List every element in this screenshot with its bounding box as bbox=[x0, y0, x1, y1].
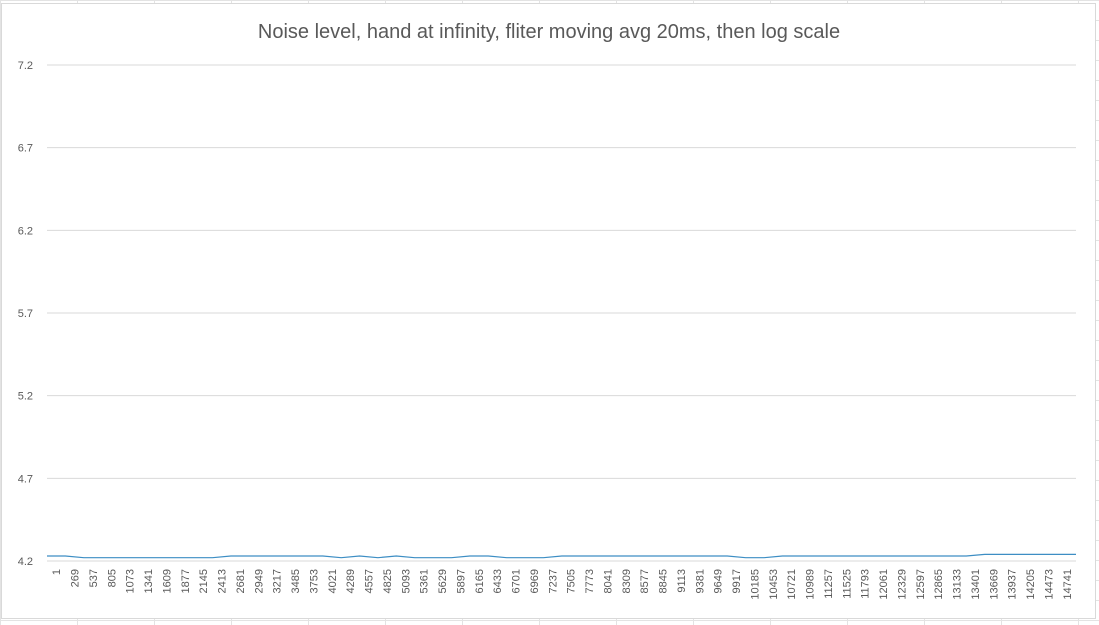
x-tick-label: 269 bbox=[70, 569, 82, 587]
series-line-0 bbox=[47, 553, 1076, 559]
x-tick-label: 10453 bbox=[768, 569, 780, 600]
x-tick-label: 11525 bbox=[841, 569, 853, 599]
x-tick-label: 6165 bbox=[474, 569, 486, 593]
x-tick-label: 12061 bbox=[878, 569, 890, 600]
x-tick-label: 14473 bbox=[1043, 569, 1055, 600]
x-tick-label: 6701 bbox=[511, 569, 523, 593]
x-tick-label: 805 bbox=[106, 569, 118, 587]
x-tick-label: 2145 bbox=[198, 569, 210, 593]
x-tick-label: 4825 bbox=[382, 569, 394, 593]
x-tick-label: 10185 bbox=[749, 569, 761, 600]
x-tick-label: 12329 bbox=[896, 569, 908, 600]
x-tick-label: 8309 bbox=[621, 569, 633, 593]
x-tick-label: 537 bbox=[88, 569, 100, 587]
x-tick-label: 2681 bbox=[235, 569, 247, 593]
x-tick-label: 9381 bbox=[694, 569, 706, 593]
x-tick-label: 1073 bbox=[125, 569, 137, 593]
x-tick-label: 6969 bbox=[529, 569, 541, 593]
x-tick-label: 13401 bbox=[970, 569, 982, 600]
x-tick-label: 5361 bbox=[419, 569, 431, 593]
x-tick-label: 14205 bbox=[1025, 569, 1037, 600]
x-tick-label: 3485 bbox=[290, 569, 302, 593]
y-tick-label: 7.2 bbox=[18, 60, 33, 72]
x-tick-label: 1 bbox=[51, 569, 63, 575]
x-tick-label: 8577 bbox=[639, 569, 651, 593]
y-tick-label: 4.2 bbox=[18, 556, 33, 568]
x-tick-label: 8845 bbox=[658, 569, 670, 593]
x-tick-label: 9649 bbox=[713, 569, 725, 593]
x-tick-label: 4557 bbox=[364, 569, 376, 593]
line-chart: Noise level, hand at infinity, fliter mo… bbox=[18, 21, 1076, 600]
x-tick-label: 5897 bbox=[455, 569, 467, 593]
x-tick-label: 5629 bbox=[437, 569, 449, 593]
x-tick-label: 4289 bbox=[345, 569, 357, 593]
x-tick-label: 8041 bbox=[602, 569, 614, 593]
x-tick-label: 12865 bbox=[933, 569, 945, 600]
x-tick-label: 6433 bbox=[492, 569, 504, 593]
y-tick-label: 5.2 bbox=[18, 391, 33, 403]
x-tick-label: 3753 bbox=[308, 569, 320, 593]
x-tick-label: 3217 bbox=[272, 569, 284, 593]
x-tick-label: 4021 bbox=[327, 569, 339, 593]
x-tick-label: 2413 bbox=[217, 569, 229, 593]
x-tick-label: 13669 bbox=[988, 569, 1000, 600]
chart-title: Noise level, hand at infinity, fliter mo… bbox=[258, 21, 840, 43]
x-tick-label: 10989 bbox=[805, 569, 817, 600]
y-tick-label: 6.2 bbox=[18, 225, 33, 237]
x-tick-label: 7505 bbox=[566, 569, 578, 593]
x-tick-label: 9113 bbox=[676, 569, 688, 593]
y-tick-label: 6.7 bbox=[18, 143, 33, 155]
x-tick-label: 7237 bbox=[547, 569, 559, 593]
x-tick-label: 1609 bbox=[161, 569, 173, 593]
x-tick-label: 11793 bbox=[860, 569, 872, 599]
x-tick-label: 1877 bbox=[180, 569, 192, 593]
x-tick-label: 1341 bbox=[143, 569, 155, 593]
x-tick-label: 10721 bbox=[786, 569, 798, 600]
x-tick-label: 5093 bbox=[400, 569, 412, 593]
chart-area[interactable]: Noise level, hand at infinity, fliter mo… bbox=[1, 3, 1096, 619]
x-tick-label: 13937 bbox=[1007, 569, 1019, 600]
x-tick-label: 7773 bbox=[584, 569, 596, 593]
x-tick-label: 11257 bbox=[823, 569, 835, 599]
x-tick-label: 2949 bbox=[253, 569, 265, 593]
x-tick-label: 13133 bbox=[952, 569, 964, 600]
x-tick-label: 12597 bbox=[915, 569, 927, 600]
y-tick-label: 4.7 bbox=[18, 473, 33, 485]
y-tick-label: 5.7 bbox=[18, 308, 33, 320]
x-tick-label: 9917 bbox=[731, 569, 743, 593]
x-tick-label: 14741 bbox=[1062, 569, 1074, 600]
